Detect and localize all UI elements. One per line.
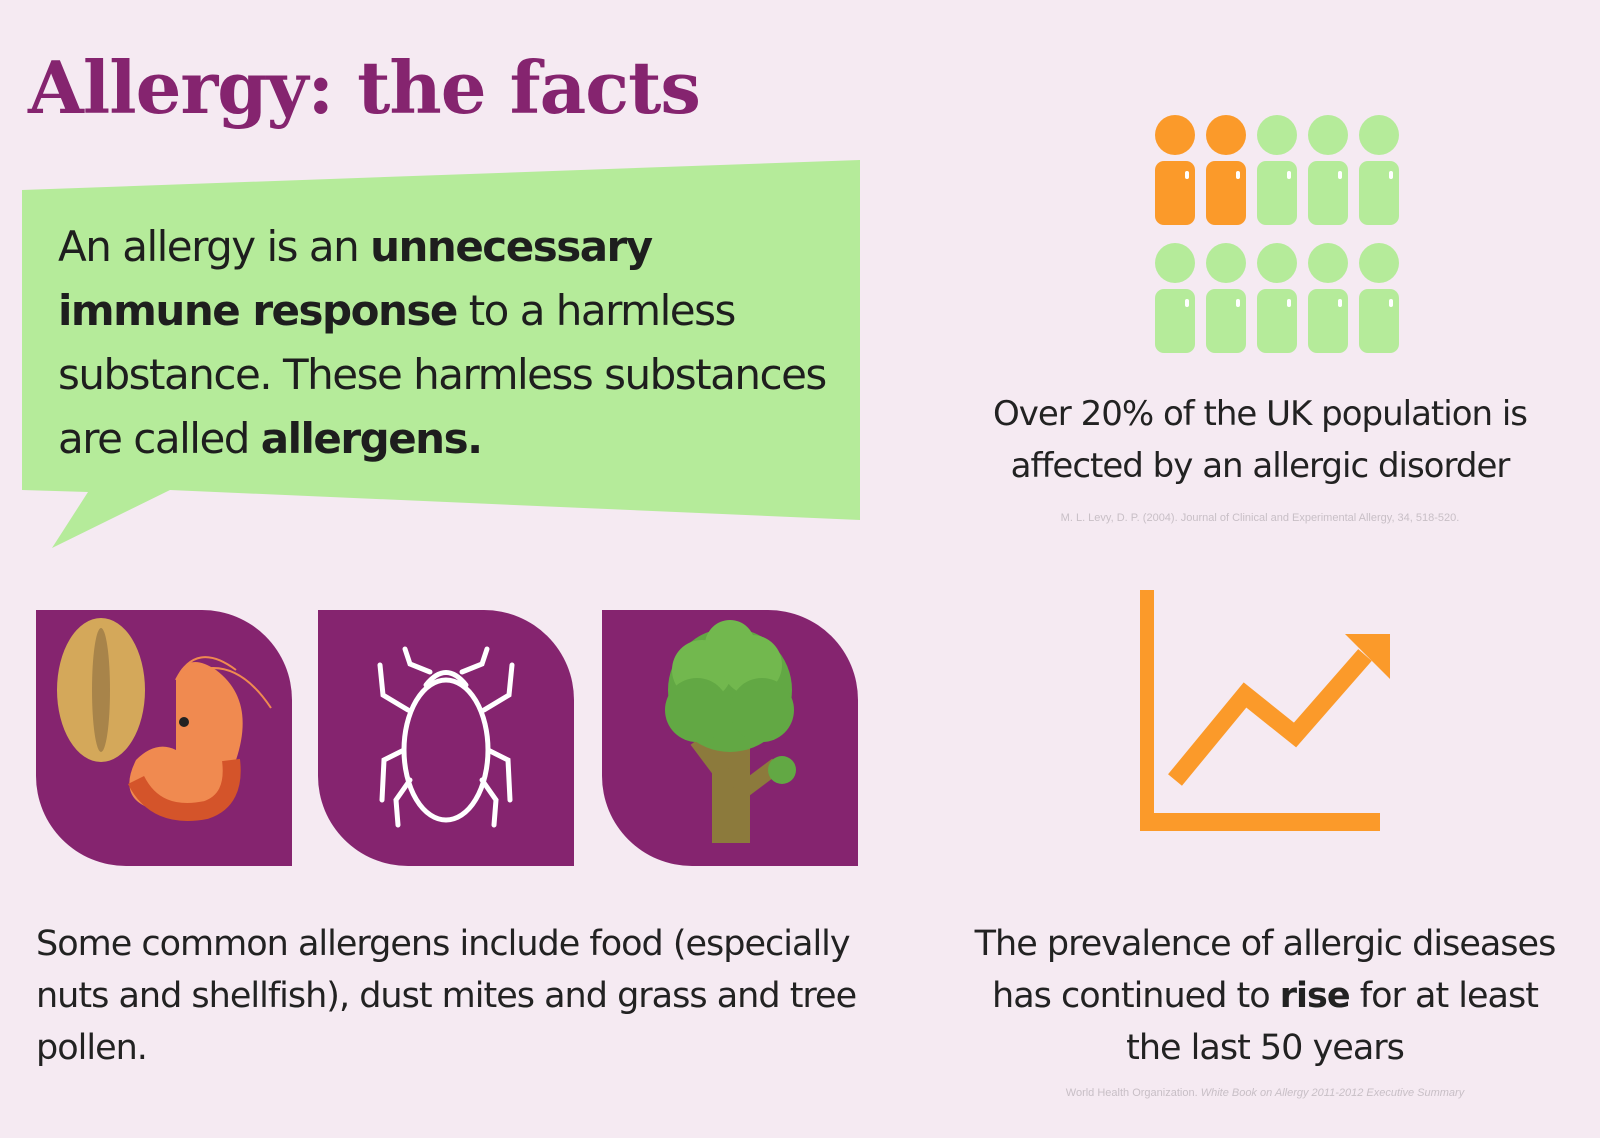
prevalence-citation: World Health Organization. White Book on… (970, 1087, 1560, 1099)
rising-chart-icon (1140, 590, 1390, 831)
definition-bold: allergens. (260, 414, 483, 463)
definition-text: to a harmless substance. These harmless … (58, 286, 827, 463)
person-icon (1155, 115, 1195, 225)
person-icon (1359, 243, 1399, 353)
person-icon (1206, 115, 1246, 225)
person-icon (1257, 243, 1297, 353)
tree-pollen-icon (665, 620, 796, 843)
page-title: Allergy: the facts (28, 45, 701, 130)
prevalence-text: The prevalence of allergic diseases has … (970, 918, 1560, 1074)
dust-mite-tile (318, 610, 574, 866)
dust-mite-icon (377, 646, 515, 828)
population-icons (1155, 115, 1399, 353)
allergens-description: Some common allergens include food (espe… (36, 924, 857, 1068)
person-icon (1206, 243, 1246, 353)
prevalence-text-part: The prevalence of allergic diseases has … (974, 924, 1557, 1016)
tree-pollen-tile (602, 610, 858, 866)
person-icon (1257, 115, 1297, 225)
nut-and-shrimp-icon (57, 618, 272, 821)
population-stat-text: Over 20% of the UK population is affecte… (992, 394, 1528, 486)
food-allergen-tile (36, 610, 292, 866)
speech-bubble (22, 160, 860, 548)
prevalence-bold: rise (1279, 976, 1351, 1016)
definition-bold: unnecessary immune response (58, 222, 653, 335)
population-citation: M. L. Levy, D. P. (2004). Journal of Cli… (1060, 512, 1460, 524)
person-icon (1359, 115, 1399, 225)
person-icon (1308, 115, 1348, 225)
prevalence-text-part: for at least the last 50 years (1126, 976, 1539, 1068)
allergy-definition: An allergy is an unnecessary immune resp… (58, 215, 828, 471)
definition-text: An allergy is an (58, 222, 371, 271)
person-icon (1155, 243, 1195, 353)
citation-plain: World Health Organization. (1065, 1087, 1201, 1099)
person-icon (1308, 243, 1348, 353)
citation-italic: White Book on Allergy 2011-2012 Executiv… (1200, 1087, 1465, 1099)
